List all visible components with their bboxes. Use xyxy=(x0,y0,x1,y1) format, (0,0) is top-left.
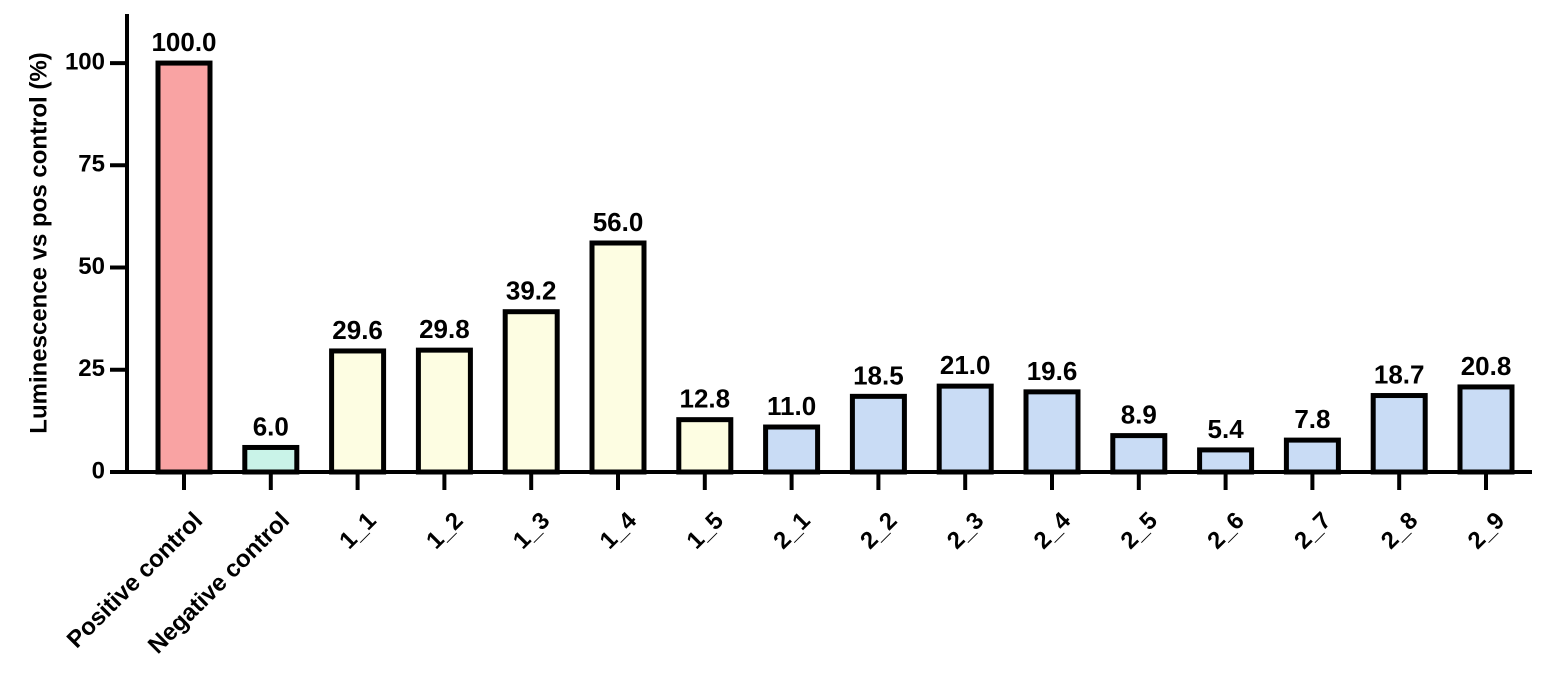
value-label: 20.8 xyxy=(1461,351,1512,381)
value-label: 18.7 xyxy=(1374,360,1425,390)
bar xyxy=(849,393,907,475)
y-tick-label: 75 xyxy=(78,151,105,178)
bar xyxy=(1197,447,1255,475)
x-tick-label: 2_3 xyxy=(942,507,989,554)
value-label: 56.0 xyxy=(593,207,644,237)
x-tick-label: 1_3 xyxy=(508,507,555,554)
bar xyxy=(329,348,387,475)
value-label: 29.6 xyxy=(332,315,383,345)
bar xyxy=(502,309,560,475)
x-tick-label: 2_4 xyxy=(1029,507,1077,555)
value-label: 7.8 xyxy=(1294,404,1330,434)
x-tick-label: 1_1 xyxy=(334,507,381,554)
x-tick-label: 2_9 xyxy=(1463,507,1510,554)
bar xyxy=(1110,433,1168,475)
value-label: 39.2 xyxy=(506,276,557,306)
bar xyxy=(676,417,734,475)
value-label: 8.9 xyxy=(1121,400,1157,430)
y-tick-label: 0 xyxy=(92,457,105,484)
bar xyxy=(763,424,821,475)
value-label: 19.6 xyxy=(1027,356,1078,386)
bar xyxy=(1023,389,1081,475)
value-label: 21.0 xyxy=(940,350,991,380)
value-label: 18.5 xyxy=(853,360,904,390)
x-tick-label: 1_4 xyxy=(595,507,643,555)
y-tick-label: 25 xyxy=(78,355,105,382)
bar xyxy=(936,383,994,475)
bar xyxy=(415,347,473,475)
bar xyxy=(589,240,647,475)
bar xyxy=(242,444,300,475)
x-tick-label: 2_7 xyxy=(1289,507,1336,554)
value-label: 5.4 xyxy=(1208,414,1245,444)
y-tick-label: 100 xyxy=(65,48,105,75)
x-tick-label: 2_5 xyxy=(1116,507,1163,554)
x-tick-label: 1_5 xyxy=(682,507,729,554)
y-tick-label: 50 xyxy=(78,253,105,280)
bar xyxy=(155,60,213,475)
x-tick-label: 2_1 xyxy=(768,507,815,554)
bar xyxy=(1370,393,1428,475)
y-axis-label: Luminescence vs pos control (%) xyxy=(25,52,52,433)
value-label: 6.0 xyxy=(253,411,289,441)
bar xyxy=(1457,384,1515,475)
value-label: 100.0 xyxy=(151,27,216,57)
value-label: 12.8 xyxy=(679,384,730,414)
x-tick-label: 2_8 xyxy=(1376,507,1423,554)
value-label: 11.0 xyxy=(767,391,816,421)
value-label: 29.8 xyxy=(419,314,470,344)
x-tick-label: 1_2 xyxy=(421,507,468,554)
bar xyxy=(1283,437,1341,475)
x-tick-label: 2_2 xyxy=(855,507,902,554)
x-tick-label: 2_6 xyxy=(1202,507,1249,554)
